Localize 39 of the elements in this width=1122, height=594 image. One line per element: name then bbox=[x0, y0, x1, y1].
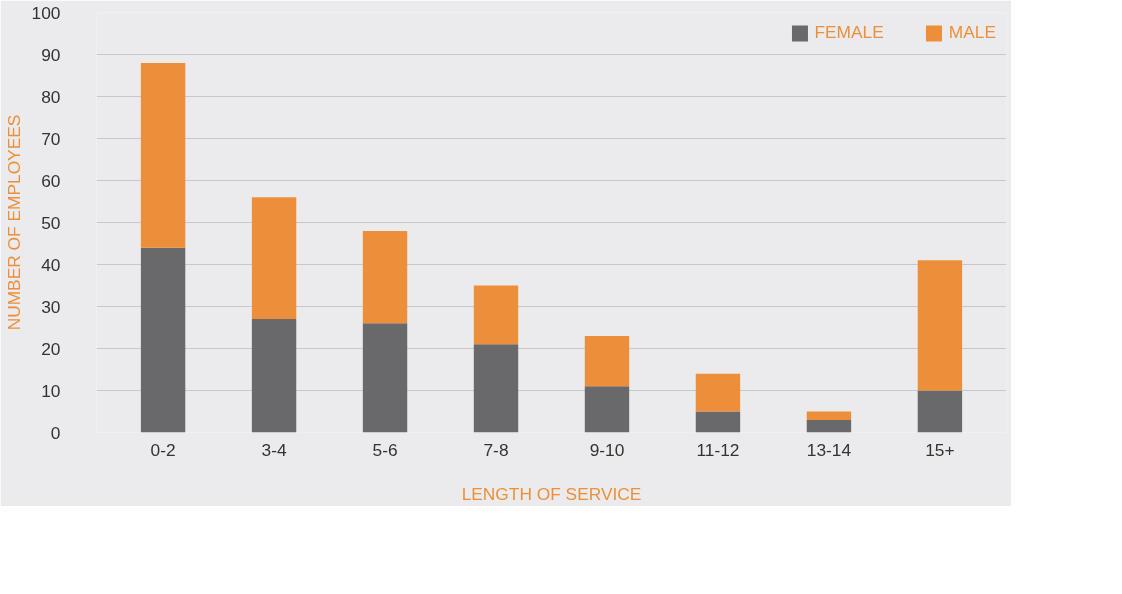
x-tick-label: 0-2 bbox=[150, 439, 176, 460]
bar bbox=[917, 260, 963, 391]
bar bbox=[806, 411, 852, 420]
x-axis-title: LENGTH OF SERVICE bbox=[461, 483, 642, 504]
legend-label: FEMALE bbox=[814, 22, 884, 43]
bar bbox=[806, 419, 852, 433]
y-tick-label: 20 bbox=[41, 338, 61, 359]
x-tick-label: 9-10 bbox=[589, 439, 625, 460]
bar bbox=[251, 319, 297, 433]
x-tick-label: 15+ bbox=[925, 439, 955, 460]
bar bbox=[251, 197, 297, 320]
x-tick-label: 13-14 bbox=[806, 439, 852, 460]
bar bbox=[362, 230, 408, 324]
x-tick-label: 5-6 bbox=[372, 439, 398, 460]
y-tick-label: 80 bbox=[41, 86, 61, 107]
y-tick-label: 90 bbox=[41, 44, 61, 65]
bar bbox=[473, 344, 519, 433]
y-tick-label: 50 bbox=[41, 212, 61, 233]
x-tick-label: 7-8 bbox=[483, 439, 509, 460]
bar bbox=[140, 62, 186, 248]
bar bbox=[584, 335, 630, 387]
bar bbox=[473, 285, 519, 345]
y-tick-label: 100 bbox=[31, 2, 61, 23]
y-tick-label: 70 bbox=[41, 128, 61, 149]
bar bbox=[695, 411, 741, 433]
y-tick-label: 60 bbox=[41, 170, 61, 191]
bar bbox=[584, 386, 630, 433]
bar bbox=[362, 323, 408, 433]
y-tick-label: 10 bbox=[41, 380, 61, 401]
y-axis-title: NUMBER OF EMPLOYEES bbox=[3, 114, 24, 331]
y-tick-label: 30 bbox=[41, 296, 61, 317]
bar bbox=[695, 373, 741, 412]
x-tick-label: 3-4 bbox=[261, 439, 287, 460]
x-tick-label: 11-12 bbox=[696, 439, 740, 460]
legend-label: MALE bbox=[948, 22, 996, 43]
y-tick-label: 0 bbox=[50, 422, 61, 443]
bar bbox=[140, 247, 186, 433]
y-tick-label: 40 bbox=[41, 254, 61, 275]
bar bbox=[917, 390, 963, 433]
